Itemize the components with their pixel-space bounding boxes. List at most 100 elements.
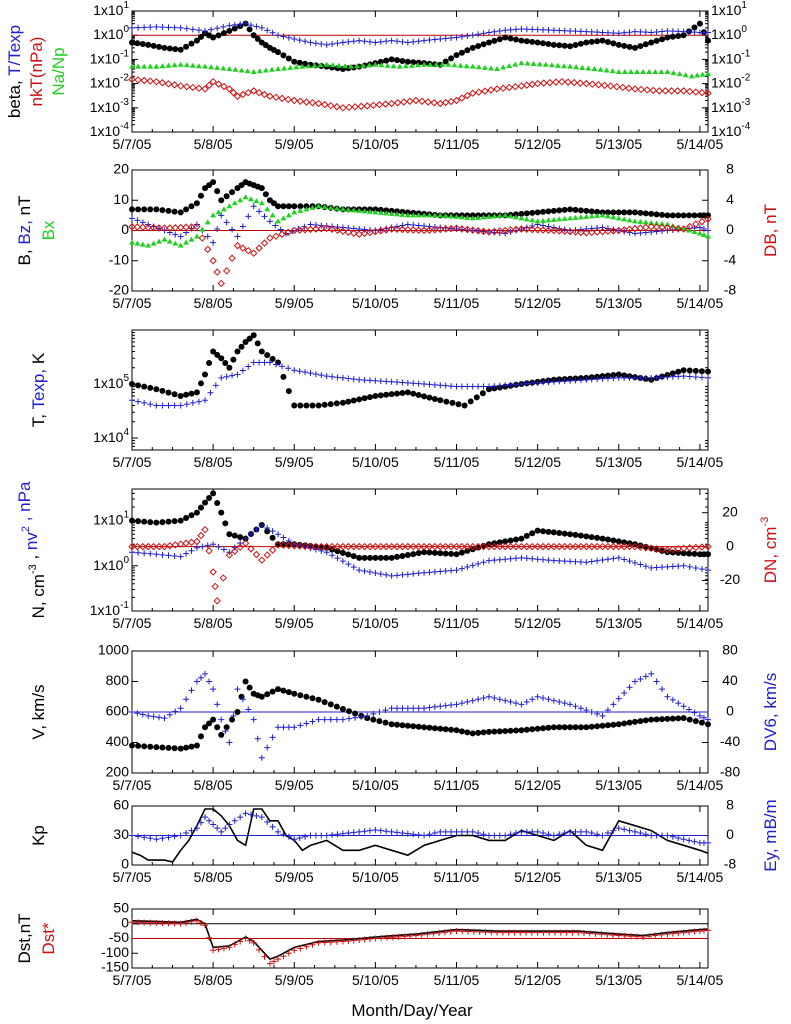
x-tick-label: 5/12/05 [514, 454, 561, 470]
data-point [442, 35, 449, 42]
data-point [448, 567, 455, 574]
data-point [339, 374, 346, 381]
data-point [242, 810, 249, 817]
data-point [659, 716, 666, 723]
data-point [183, 401, 190, 408]
data-point [648, 716, 655, 723]
data-point [382, 719, 389, 726]
data-point [464, 729, 471, 736]
data-point [147, 401, 154, 408]
data-point [291, 836, 298, 843]
data-point [135, 63, 142, 69]
data-point [296, 368, 303, 375]
y2-tick-label: -40 [720, 733, 740, 749]
data-point [621, 556, 628, 563]
data-point [329, 373, 336, 380]
data-point [159, 551, 166, 558]
data-point [648, 564, 655, 571]
data-point [264, 528, 271, 535]
data-point [528, 80, 536, 89]
data-point [285, 689, 292, 696]
data-point [421, 37, 428, 44]
y-tick-label: 1x101 [93, 0, 129, 18]
data-point [572, 226, 579, 233]
data-point [399, 222, 406, 229]
data-point [540, 695, 547, 702]
data-point [675, 700, 682, 707]
data-point [691, 838, 698, 845]
data-point [158, 79, 167, 87]
data-point [145, 712, 152, 719]
data-point [377, 827, 384, 834]
data-point [177, 209, 184, 216]
data-point [505, 929, 512, 936]
series-na-np [129, 60, 711, 79]
data-point [469, 44, 476, 51]
data-point [615, 554, 622, 561]
data-point [631, 559, 638, 566]
data-point [345, 103, 353, 112]
data-point [302, 60, 309, 67]
data-point [540, 40, 547, 47]
data-point [421, 569, 428, 576]
data-point [238, 67, 245, 73]
data-point [674, 545, 682, 553]
data-point [381, 100, 390, 108]
data-point [700, 232, 707, 238]
y-axis-label-sup: -3 [27, 564, 39, 574]
data-point [147, 206, 154, 213]
data-point [577, 828, 584, 835]
y-tick-label: 400 [106, 733, 130, 749]
data-point [270, 958, 277, 965]
data-point [682, 72, 689, 78]
data-point [496, 539, 503, 546]
data-point [399, 38, 406, 45]
data-point [475, 560, 482, 567]
data-point [469, 828, 476, 835]
data-point [464, 547, 471, 554]
data-point [437, 828, 444, 835]
data-point [583, 828, 590, 835]
data-point [188, 743, 195, 750]
data-point [625, 225, 634, 233]
data-point [691, 928, 698, 935]
data-point [494, 66, 501, 72]
data-point [659, 36, 666, 43]
data-point [653, 37, 660, 44]
data-point [502, 538, 509, 545]
data-point [598, 227, 607, 236]
data-point [669, 28, 676, 35]
data-point [263, 551, 271, 559]
y-tick-label-right: 1x101 [711, 0, 747, 18]
data-point [345, 375, 352, 382]
data-point [588, 38, 595, 45]
data-point [556, 207, 563, 214]
data-point [177, 553, 184, 560]
data-point [542, 61, 549, 67]
data-point [258, 200, 265, 206]
data-point [648, 545, 655, 552]
data-point [496, 556, 503, 563]
data-point [610, 214, 617, 220]
x-tick-label: 5/10/05 [352, 777, 399, 793]
data-point [372, 392, 379, 399]
data-point [372, 39, 379, 46]
data-point [350, 553, 357, 560]
data-point [545, 528, 552, 535]
data-point [269, 29, 276, 36]
y-tick-label-base: 1x10 [93, 429, 124, 445]
data-point [615, 538, 622, 545]
data-point [475, 31, 482, 38]
y-axis-label-part: N, cm [29, 574, 48, 618]
data-point [458, 542, 466, 551]
data-point [335, 62, 342, 68]
data-point [496, 27, 503, 34]
data-point [144, 223, 152, 232]
data-point [442, 212, 449, 218]
data-point [384, 62, 391, 68]
data-point [205, 81, 213, 90]
data-point [254, 35, 261, 42]
data-point [171, 208, 178, 215]
data-point [402, 63, 409, 69]
data-point [604, 931, 611, 938]
